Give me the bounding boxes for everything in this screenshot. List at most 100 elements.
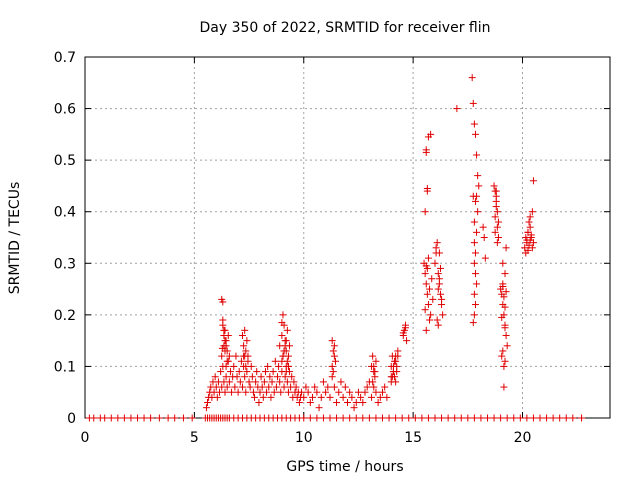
data-point [418, 414, 426, 422]
data-point [223, 383, 231, 391]
data-point [234, 388, 242, 396]
data-point [424, 414, 432, 422]
data-point [369, 352, 377, 360]
data-point [300, 414, 308, 422]
data-point [494, 234, 502, 241]
data-point [346, 388, 354, 396]
data-points [85, 74, 586, 422]
data-point [352, 414, 360, 422]
data-point [101, 414, 109, 422]
data-point [253, 368, 261, 376]
data-point [233, 373, 241, 381]
data-point [213, 393, 221, 401]
data-point [411, 414, 419, 422]
data-point [237, 357, 245, 365]
data-point [470, 239, 478, 247]
data-point [473, 280, 481, 288]
data-point [270, 388, 278, 396]
data-point [422, 262, 430, 270]
data-point [264, 362, 272, 370]
data-point [243, 368, 251, 376]
data-point [242, 347, 250, 355]
data-point [171, 414, 179, 422]
data-point [249, 388, 257, 396]
data-point [426, 285, 434, 293]
data-point [444, 414, 452, 422]
data-point [469, 99, 477, 107]
data-point [422, 148, 430, 156]
data-point [90, 414, 98, 422]
data-point [306, 414, 314, 422]
data-point [421, 306, 429, 314]
data-point [453, 105, 461, 113]
data-point [261, 368, 269, 376]
data-point [470, 218, 478, 226]
data-point [295, 399, 303, 407]
data-point [279, 352, 287, 360]
data-point [283, 326, 291, 334]
data-point [525, 218, 533, 226]
data-point [333, 414, 341, 422]
data-point [391, 357, 399, 365]
data-point [335, 388, 343, 396]
data-point [471, 197, 479, 205]
data-point [326, 414, 334, 422]
data-point [403, 337, 411, 345]
data-point [470, 311, 478, 319]
data-point [475, 182, 483, 190]
data-point [221, 326, 229, 334]
data-point [470, 259, 478, 267]
data-point [500, 293, 508, 301]
x-tick-label: 10 [295, 430, 313, 446]
data-point [468, 74, 476, 82]
data-point [439, 311, 447, 319]
data-point [218, 344, 226, 352]
data-point [549, 414, 557, 422]
data-point [259, 393, 267, 401]
data-point [524, 246, 532, 254]
data-point [501, 303, 509, 311]
data-point [243, 337, 251, 345]
data-point [433, 316, 441, 324]
data-point [523, 414, 531, 422]
data-point [464, 414, 472, 422]
data-point [372, 357, 380, 365]
data-point [527, 231, 535, 239]
data-point [309, 393, 316, 401]
data-point [516, 414, 524, 422]
data-point [271, 357, 279, 365]
data-point [284, 362, 292, 370]
data-point [470, 414, 478, 422]
data-point [434, 321, 442, 329]
data-point [222, 362, 230, 370]
x-tick-label: 20 [514, 430, 532, 446]
data-point [421, 270, 429, 278]
data-point [242, 388, 250, 396]
data-point [313, 414, 321, 422]
y-tick-label: 0.2 [54, 308, 76, 324]
data-point [251, 393, 259, 401]
data-point [248, 373, 256, 381]
data-point [374, 399, 382, 407]
data-point [179, 414, 187, 422]
data-point [288, 373, 296, 381]
data-point [438, 414, 446, 422]
data-point [421, 208, 429, 216]
data-point [164, 414, 172, 422]
data-point [363, 383, 371, 391]
data-point [223, 357, 231, 365]
data-point [155, 414, 163, 422]
data-point [423, 290, 431, 298]
data-point [240, 342, 248, 350]
data-point [500, 383, 508, 391]
data-point [392, 378, 400, 386]
data-point [369, 378, 377, 386]
data-point [282, 337, 290, 345]
data-point [372, 388, 380, 396]
data-point [324, 383, 332, 391]
data-point [274, 373, 281, 381]
data-point [292, 383, 300, 391]
data-point [436, 264, 444, 272]
data-point [457, 414, 465, 422]
data-point [265, 383, 273, 391]
